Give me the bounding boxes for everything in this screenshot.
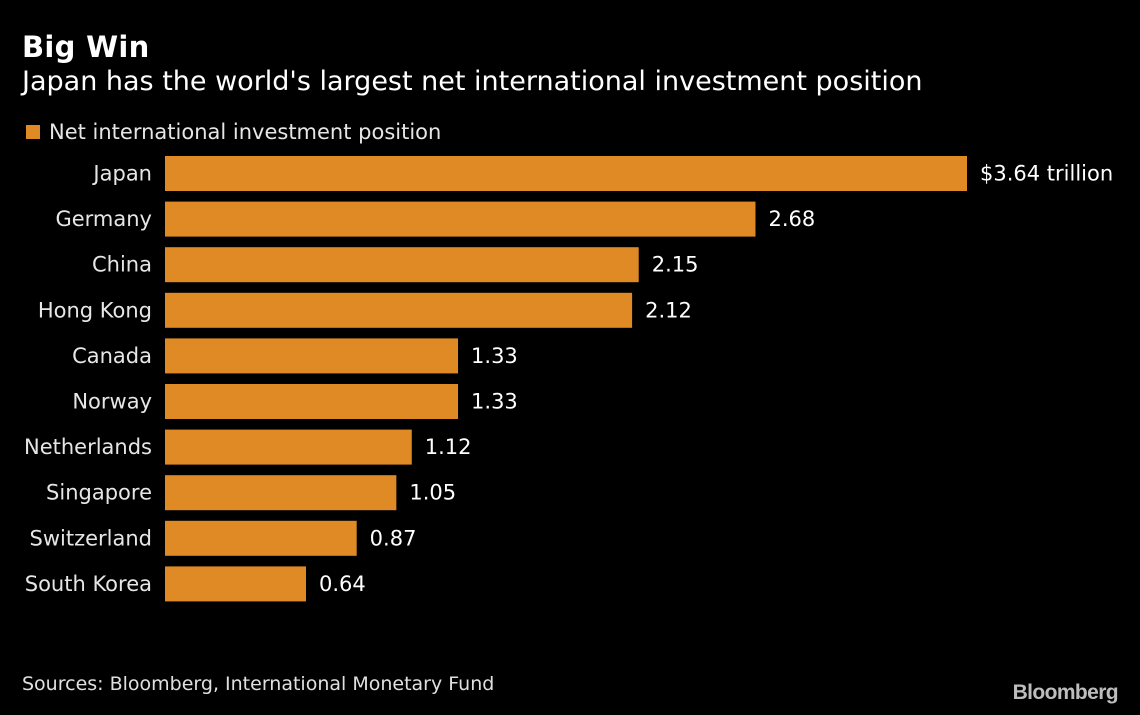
bar	[165, 338, 459, 374]
category-label: Singapore	[46, 481, 152, 505]
data-label: 0.87	[370, 526, 417, 550]
bar	[165, 247, 639, 283]
data-label: 2.12	[645, 298, 692, 322]
bloomberg-logo: Bloomberg	[1012, 681, 1119, 704]
bar	[165, 520, 357, 556]
category-label: Germany	[55, 207, 152, 231]
category-label: Norway	[72, 390, 152, 414]
bar	[165, 429, 412, 465]
bar	[165, 475, 397, 511]
data-label: 1.05	[409, 481, 456, 505]
data-label: 0.64	[319, 572, 366, 596]
data-label: 2.15	[652, 253, 699, 277]
legend-swatch	[26, 125, 40, 139]
chart-subtitle: Japan has the world's largest net intern…	[22, 66, 923, 97]
chart-title: Big Win	[22, 30, 150, 64]
source-note: Sources: Bloomberg, International Moneta…	[22, 673, 495, 695]
bar	[165, 201, 756, 237]
category-label: Hong Kong	[38, 298, 152, 322]
category-label: Netherlands	[24, 435, 152, 459]
data-label: 1.33	[471, 344, 518, 368]
legend: Net international investment position	[26, 119, 441, 145]
category-label: South Korea	[25, 572, 152, 596]
legend-label: Net international investment position	[49, 120, 442, 144]
data-label: 1.12	[425, 435, 472, 459]
category-label: Canada	[72, 344, 152, 368]
bar	[165, 156, 967, 191]
category-label: Switzerland	[30, 526, 153, 550]
bar	[165, 292, 633, 328]
data-label: 2.68	[768, 207, 815, 231]
category-label: Japan	[91, 162, 152, 186]
bar	[165, 566, 307, 602]
data-label: 1.33	[471, 390, 518, 414]
category-label: China	[92, 253, 152, 277]
bar	[165, 384, 459, 419]
data-label: $3.64 trillion	[980, 162, 1113, 186]
